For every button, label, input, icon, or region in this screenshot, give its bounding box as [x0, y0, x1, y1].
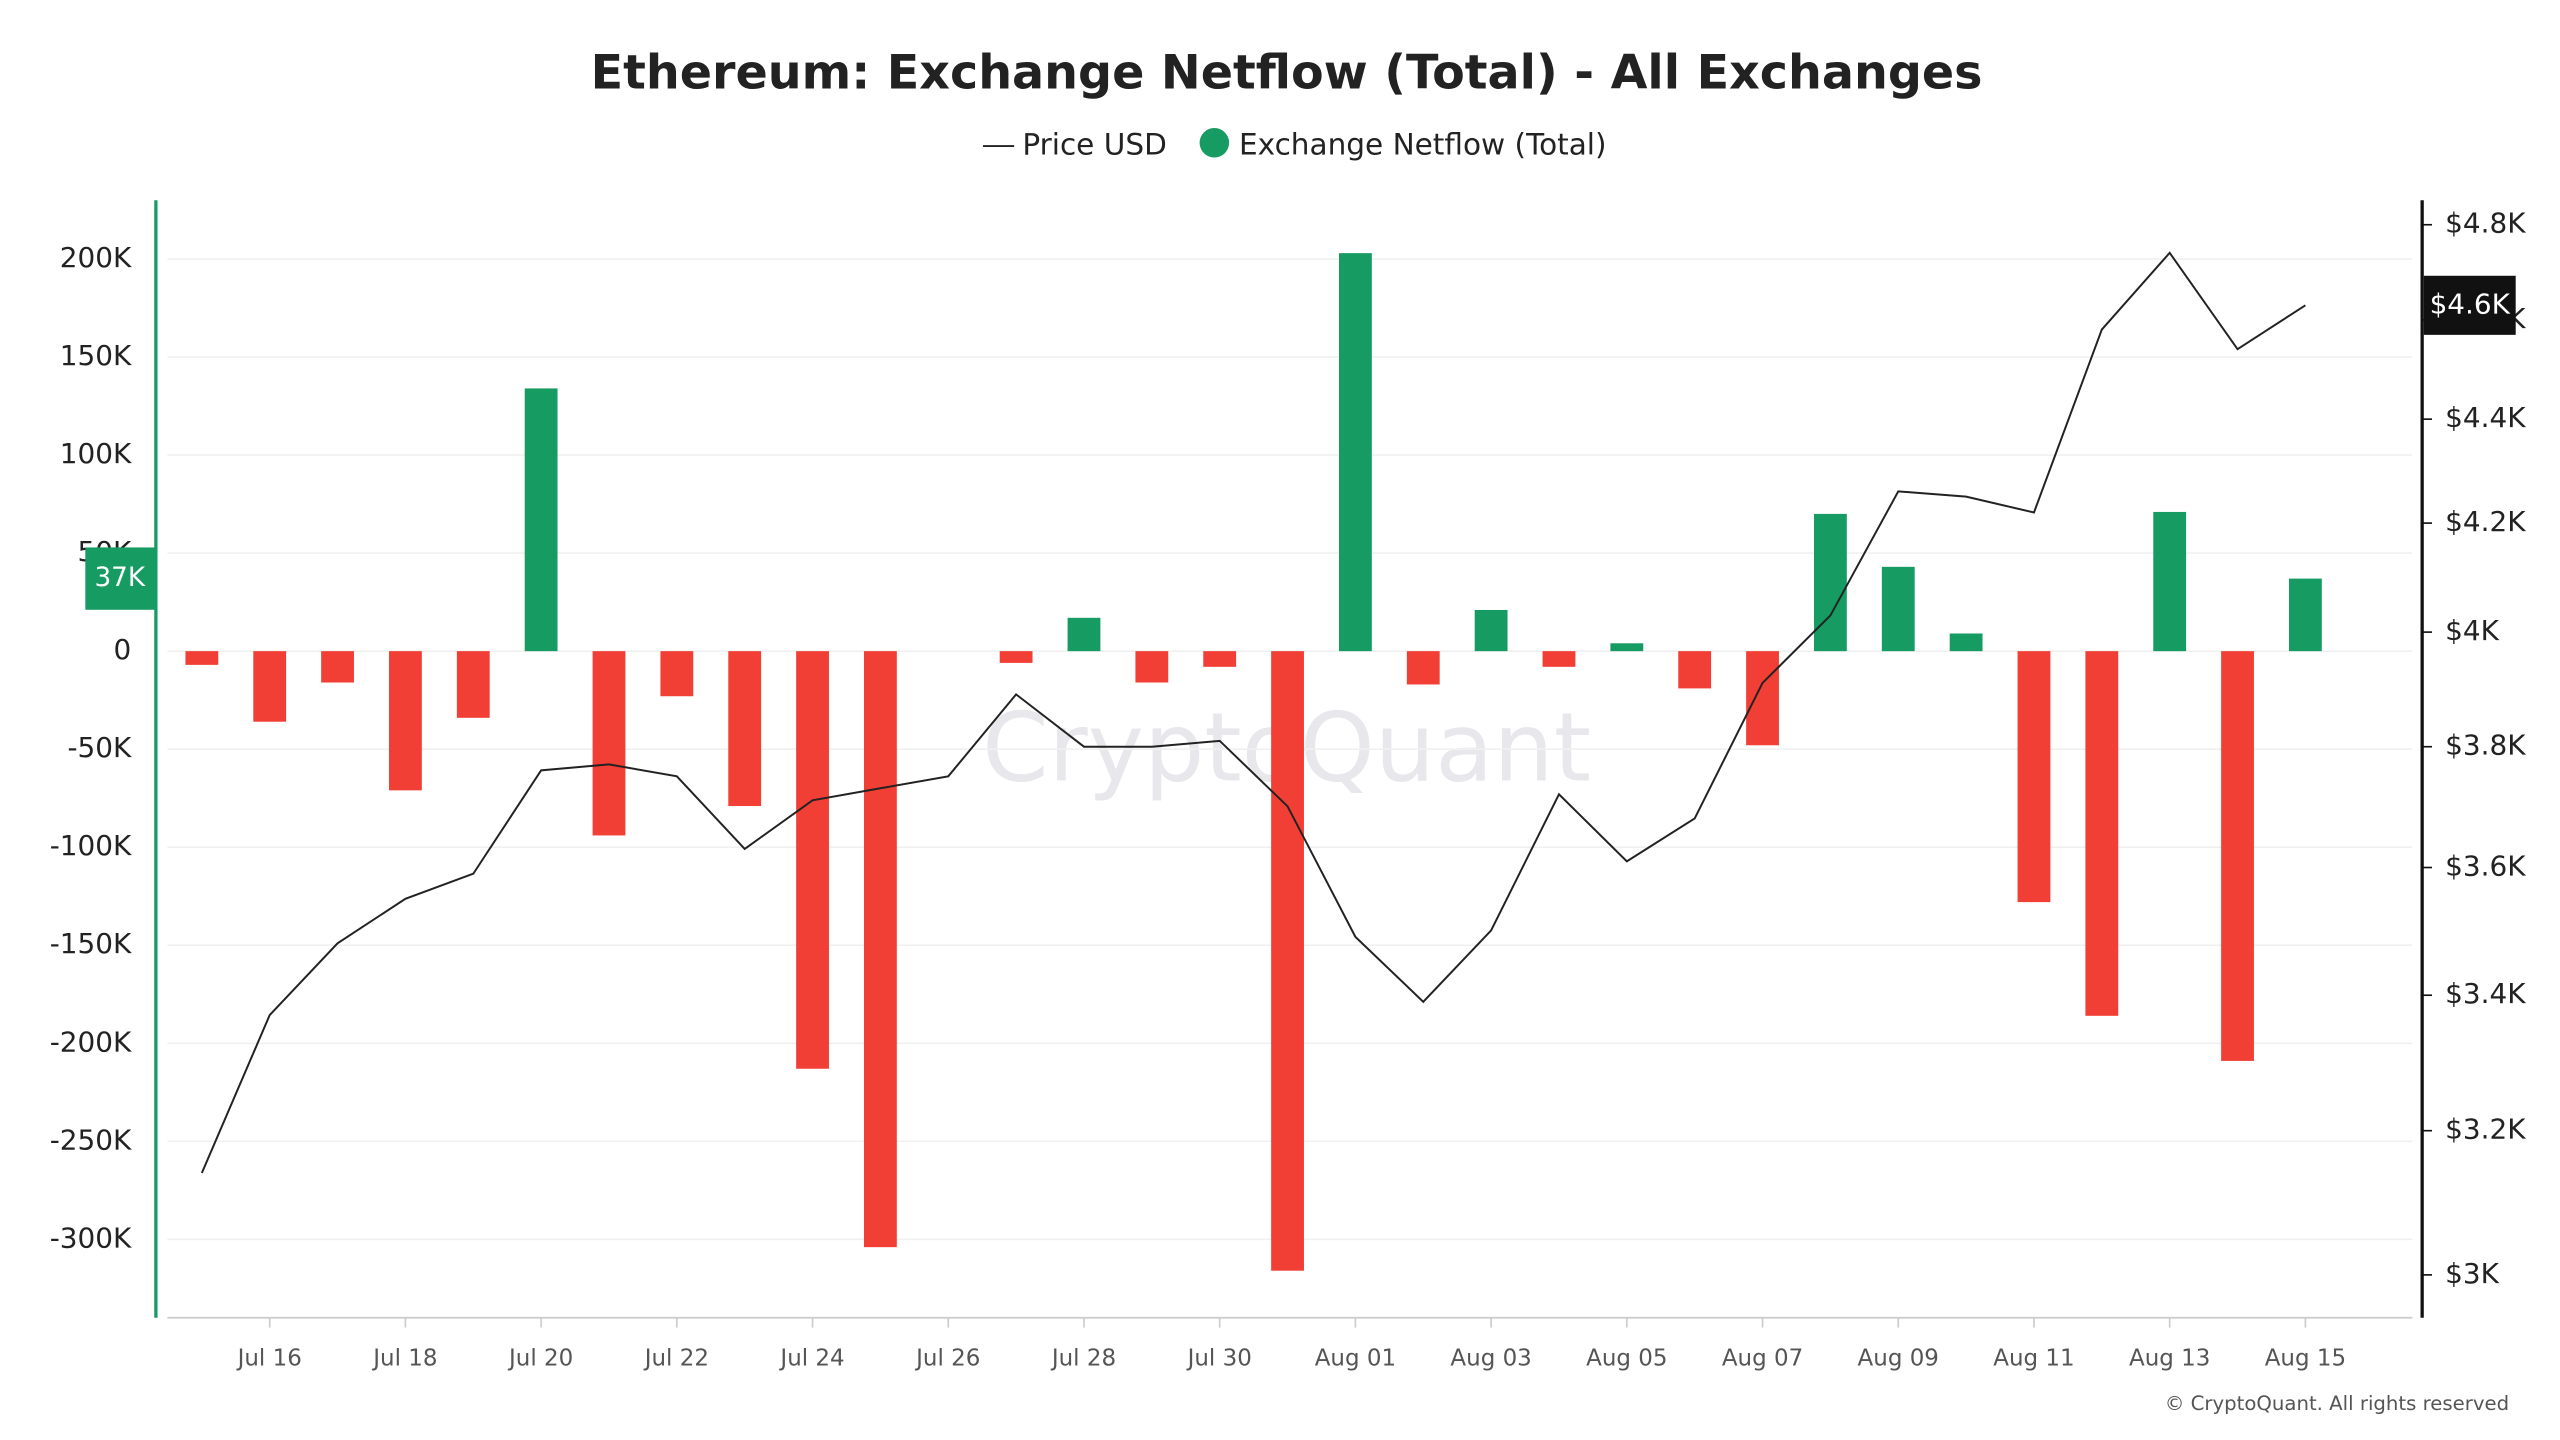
bar	[1542, 651, 1576, 667]
bar	[1746, 651, 1779, 746]
bar	[1406, 651, 1440, 685]
legend-label: Price USD	[1022, 128, 1166, 162]
x-tick-label: Jul 30	[1186, 1345, 1252, 1371]
x-tick-label: Aug 13	[2129, 1345, 2210, 1371]
x-tick-label: Jul 24	[778, 1345, 844, 1371]
y-tick-label: 150K	[60, 339, 132, 372]
y-tick-label: 200K	[60, 241, 132, 274]
y2-tick-label: $4.4K	[2445, 401, 2526, 434]
bar	[524, 388, 558, 652]
bar	[796, 651, 829, 1069]
bar	[1949, 633, 1983, 652]
bar	[2288, 578, 2322, 652]
bar	[660, 651, 694, 697]
current-badge	[85, 547, 156, 610]
bar	[321, 651, 354, 683]
y-tick-label: -50K	[67, 731, 132, 764]
x-tick-label: Aug 03	[1450, 1345, 1531, 1371]
bar	[2221, 651, 2254, 1061]
price-line	[200, 251, 2306, 1174]
bar	[2153, 511, 2187, 652]
y2-tick-label: $3K	[2445, 1257, 2499, 1290]
bar	[592, 651, 626, 836]
bar	[1813, 513, 1847, 652]
legend-dot	[1199, 128, 1230, 158]
bar	[253, 651, 287, 722]
x-tick-label: Jul 16	[236, 1345, 302, 1371]
y2-tick-label: $4K	[2445, 614, 2499, 647]
bar	[2085, 651, 2119, 1016]
copyright: © CryptoQuant. All rights reserved	[2165, 1392, 2509, 1415]
x-tick-label: Aug 15	[2265, 1345, 2346, 1371]
y2-tick-label: $3.6K	[2445, 850, 2526, 883]
y-tick-label: -250K	[50, 1123, 132, 1156]
chart-title: Ethereum: Exchange Netflow (Total) - All…	[591, 45, 1983, 100]
legend-label: Exchange Netflow (Total)	[1239, 128, 1607, 162]
y-tick-label: 0	[114, 633, 132, 666]
bar	[456, 651, 490, 718]
bar	[728, 651, 762, 807]
bar	[1610, 643, 1644, 652]
y-tick-label: -150K	[50, 927, 132, 960]
current-badge	[2423, 275, 2516, 335]
x-tick-label: Jul 28	[1050, 1345, 1116, 1371]
y-tick-label: -100K	[50, 829, 132, 862]
bar	[864, 651, 897, 1248]
x-tick-label: Jul 26	[914, 1345, 980, 1371]
bar	[1271, 651, 1304, 1271]
x-tick-label: Jul 18	[371, 1345, 437, 1371]
x-tick-label: Aug 09	[1858, 1345, 1939, 1371]
current-label: 37K	[94, 563, 145, 593]
x-tick-label: Aug 11	[1993, 1345, 2074, 1371]
bar	[2017, 651, 2051, 903]
bar	[1135, 651, 1169, 683]
x-tick-label: Jul 20	[507, 1345, 573, 1371]
x-tick-label: Jul 22	[643, 1345, 709, 1371]
y2-tick-label: $3.2K	[2445, 1113, 2526, 1146]
y2-tick-label: $3.8K	[2445, 729, 2526, 762]
bar	[1678, 651, 1712, 689]
bar	[1338, 253, 1372, 652]
current-label: $4.6K	[2430, 287, 2511, 320]
bar	[1067, 617, 1101, 652]
bar	[1474, 609, 1508, 652]
bar	[389, 651, 422, 791]
y2-tick-label: $4.8K	[2445, 207, 2526, 240]
y-tick-label: -300K	[50, 1221, 132, 1254]
bar	[1203, 651, 1237, 667]
y-tick-label: -200K	[50, 1025, 132, 1058]
bar	[999, 651, 1033, 663]
x-tick-label: Aug 05	[1586, 1345, 1667, 1371]
bar	[1881, 566, 1915, 652]
x-tick-label: Aug 07	[1722, 1345, 1803, 1371]
y2-tick-label: $3.4K	[2445, 977, 2526, 1010]
x-tick-label: Aug 01	[1315, 1345, 1396, 1371]
y-tick-label: 100K	[60, 437, 132, 470]
bar	[185, 651, 219, 665]
y2-tick-label: $4.2K	[2445, 505, 2526, 538]
